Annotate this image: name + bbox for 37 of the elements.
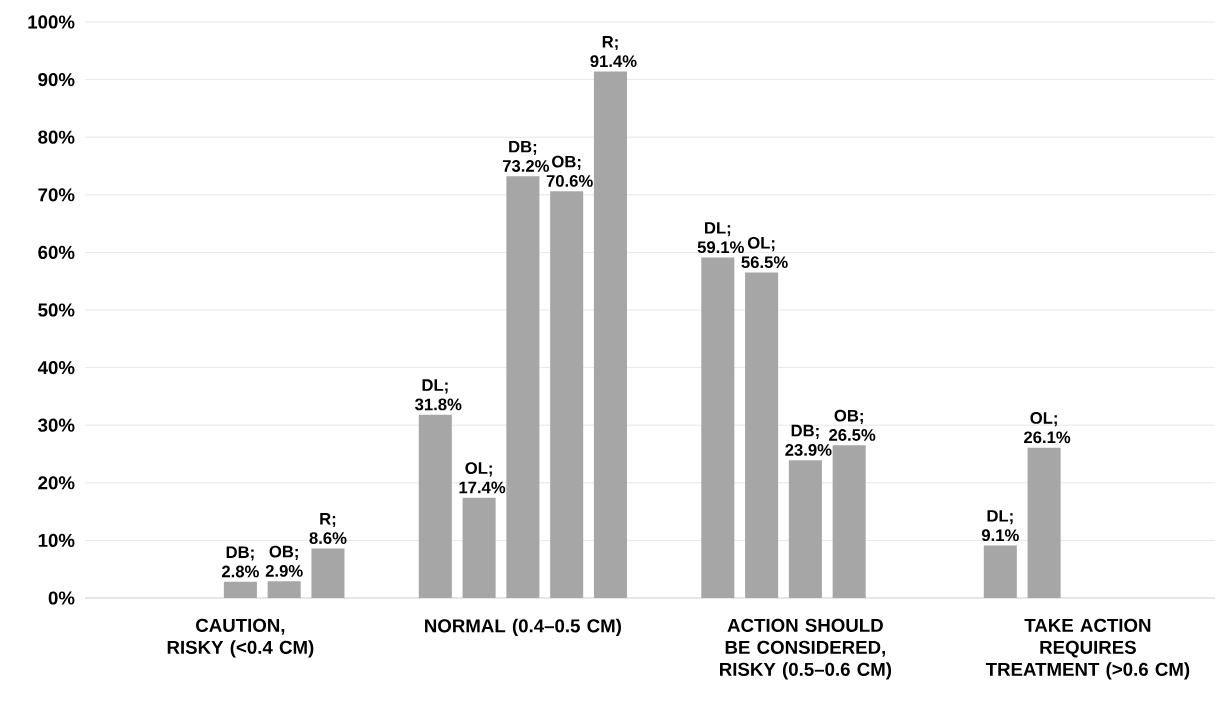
y-tick-label: 10% <box>38 533 75 548</box>
data-label: OL; 26.1% <box>1024 412 1071 444</box>
data-label: OB; 2.9% <box>265 545 303 577</box>
bar <box>550 191 584 598</box>
y-tick-label: 60% <box>38 245 75 260</box>
bar <box>267 581 301 598</box>
x-tick-label: CAUTION, RISKY (<0.4 CM) <box>167 618 314 658</box>
data-label: R; 91.4% <box>590 36 637 68</box>
y-tick-label: 0% <box>48 591 75 605</box>
x-tick-label: NORMAL (0.4–0.5 CM) <box>425 618 621 637</box>
bar <box>506 176 540 598</box>
y-tick-label: 70% <box>38 188 75 202</box>
y-tick-label: 90% <box>38 72 75 87</box>
bar <box>745 272 779 598</box>
bar <box>418 414 452 598</box>
bar <box>983 545 1017 598</box>
y-tick-label: 100% <box>28 15 75 29</box>
data-label: OL; 17.4% <box>459 462 506 494</box>
y-tick-label: 40% <box>37 360 75 375</box>
bar <box>223 581 257 598</box>
y-tick-label: 80% <box>38 130 75 144</box>
y-tick-label: 50% <box>38 303 75 317</box>
data-label: DL; 31.8% <box>415 379 462 411</box>
data-label: DL; 9.1% <box>981 510 1019 542</box>
bar <box>832 445 866 598</box>
bar <box>593 71 627 598</box>
bar <box>311 548 345 598</box>
x-tick-label: ACTION SHOULD BE CONSIDERED, RISKY (0.5–0.6 CM) <box>720 618 892 680</box>
data-label: DB; 2.8% <box>221 546 259 578</box>
y-tick-label: 30% <box>38 418 75 432</box>
x-tick-label: TAKE ACTION REQUIRES TREATMENT (>0.6 CM) <box>985 618 1190 680</box>
bar <box>1027 447 1061 598</box>
data-label: R; 8.6% <box>309 513 347 544</box>
bar <box>788 460 822 598</box>
y-tick-label: 20% <box>38 476 75 490</box>
bar <box>701 257 735 598</box>
bar <box>462 497 496 598</box>
